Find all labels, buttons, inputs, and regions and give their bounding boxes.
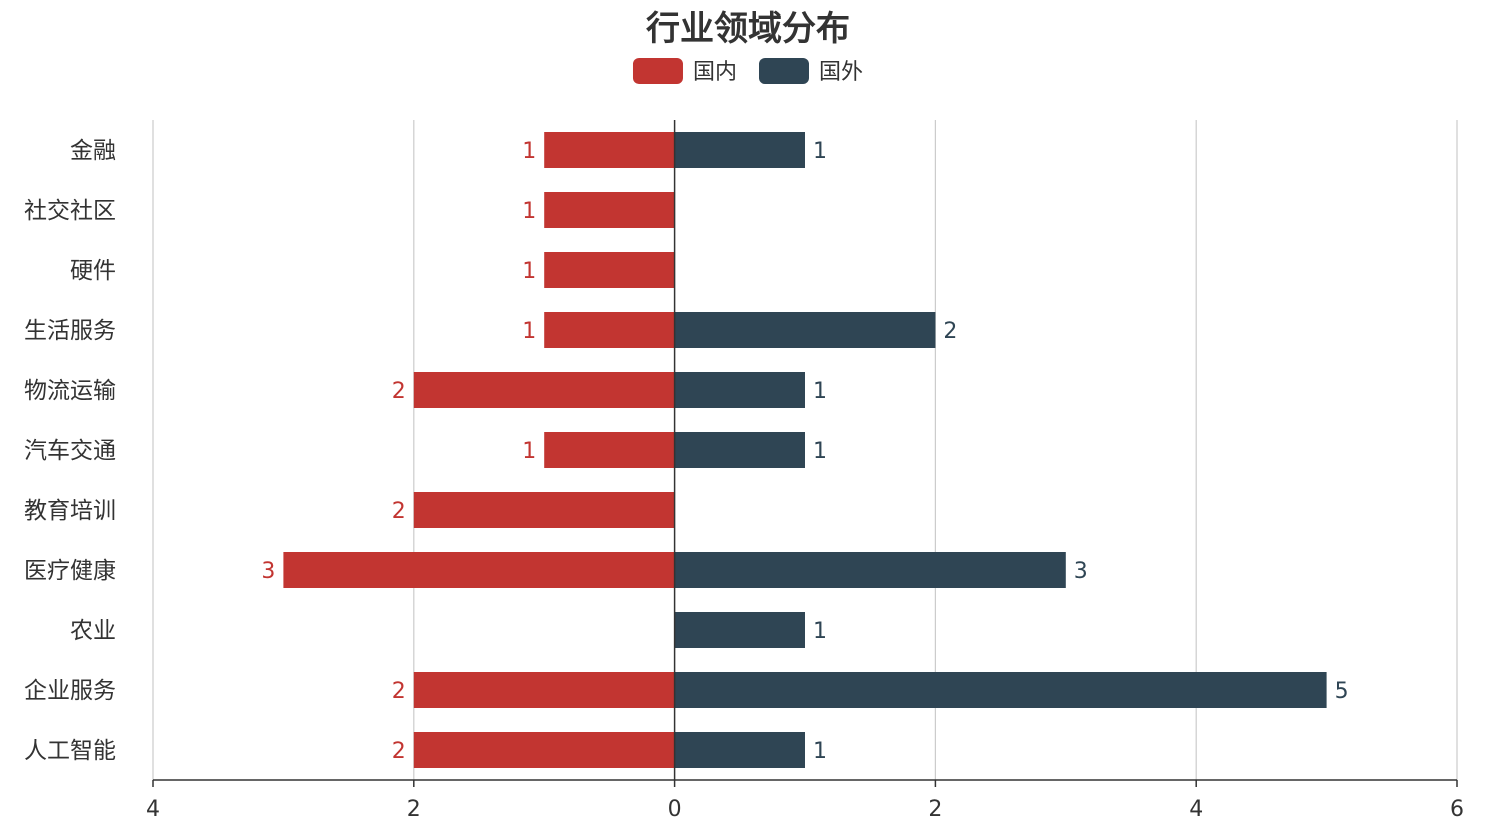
data-label: 1 xyxy=(813,379,827,404)
bar-domestic xyxy=(544,192,675,228)
category-label: 社交社区 xyxy=(24,198,116,224)
bar-overseas xyxy=(674,732,805,768)
bar-overseas xyxy=(674,552,1066,588)
data-label: 5 xyxy=(1335,679,1349,704)
data-label: 1 xyxy=(813,739,827,764)
category-label: 医疗健康 xyxy=(24,558,116,584)
category-label: 硬件 xyxy=(70,258,116,284)
x-tick-label: 6 xyxy=(1450,797,1464,822)
category-label: 生活服务 xyxy=(24,318,116,344)
data-label: 3 xyxy=(261,559,275,584)
category-label: 教育培训 xyxy=(24,498,116,524)
legend-label: 国内 xyxy=(693,60,737,85)
data-label: 1 xyxy=(522,139,536,164)
bar-domestic xyxy=(544,132,675,168)
bar-domestic xyxy=(413,672,675,708)
x-tick-label: 2 xyxy=(928,797,942,822)
data-label: 1 xyxy=(522,259,536,284)
chart-title: 行业领域分布 xyxy=(646,9,850,49)
x-tick-label: 4 xyxy=(1189,797,1203,822)
bar-domestic xyxy=(283,552,675,588)
data-label: 1 xyxy=(522,319,536,344)
bar-domestic xyxy=(413,372,675,408)
x-tick-label: 4 xyxy=(146,797,160,822)
bar-overseas xyxy=(674,432,805,468)
bar-overseas xyxy=(674,672,1327,708)
bar-domestic xyxy=(544,252,675,288)
legend: 国内 国外 xyxy=(632,58,863,85)
grid-lines xyxy=(152,120,1458,780)
data-label: 1 xyxy=(522,439,536,464)
bar-domestic xyxy=(544,432,675,468)
data-label: 2 xyxy=(943,319,957,344)
category-label: 企业服务 xyxy=(24,678,116,704)
category-label: 金融 xyxy=(70,138,116,164)
data-label: 2 xyxy=(392,739,406,764)
category-label: 物流运输 xyxy=(24,378,116,404)
legend-swatch xyxy=(759,58,809,84)
bars xyxy=(283,132,1327,768)
bar-domestic xyxy=(413,492,675,528)
bar-overseas xyxy=(674,372,805,408)
x-tick-label: 2 xyxy=(407,797,421,822)
bar-overseas xyxy=(674,312,936,348)
data-label: 2 xyxy=(392,379,406,404)
bar-domestic xyxy=(413,732,675,768)
x-tick-label: 0 xyxy=(668,797,682,822)
data-label: 1 xyxy=(522,199,536,224)
data-label: 3 xyxy=(1074,559,1088,584)
bar-overseas xyxy=(674,612,805,648)
x-axis: 4 2 0 2 4 6 xyxy=(146,779,1464,822)
bar-overseas xyxy=(674,132,805,168)
bar-domestic xyxy=(544,312,675,348)
data-label: 1 xyxy=(813,439,827,464)
data-label: 2 xyxy=(392,499,406,524)
data-labels: 1 1 1 1 1 2 2 1 1 1 2 3 3 1 2 5 2 1 xyxy=(261,139,1348,764)
data-label: 1 xyxy=(813,139,827,164)
category-label: 汽车交通 xyxy=(24,438,116,464)
legend-label: 国外 xyxy=(819,60,863,85)
legend-item[interactable]: 国内 xyxy=(632,58,737,85)
category-label: 人工智能 xyxy=(24,738,116,764)
legend-item[interactable]: 国外 xyxy=(759,58,863,85)
legend-swatch xyxy=(632,58,683,84)
data-label: 1 xyxy=(813,619,827,644)
category-label: 农业 xyxy=(70,618,116,644)
data-label: 2 xyxy=(392,679,406,704)
